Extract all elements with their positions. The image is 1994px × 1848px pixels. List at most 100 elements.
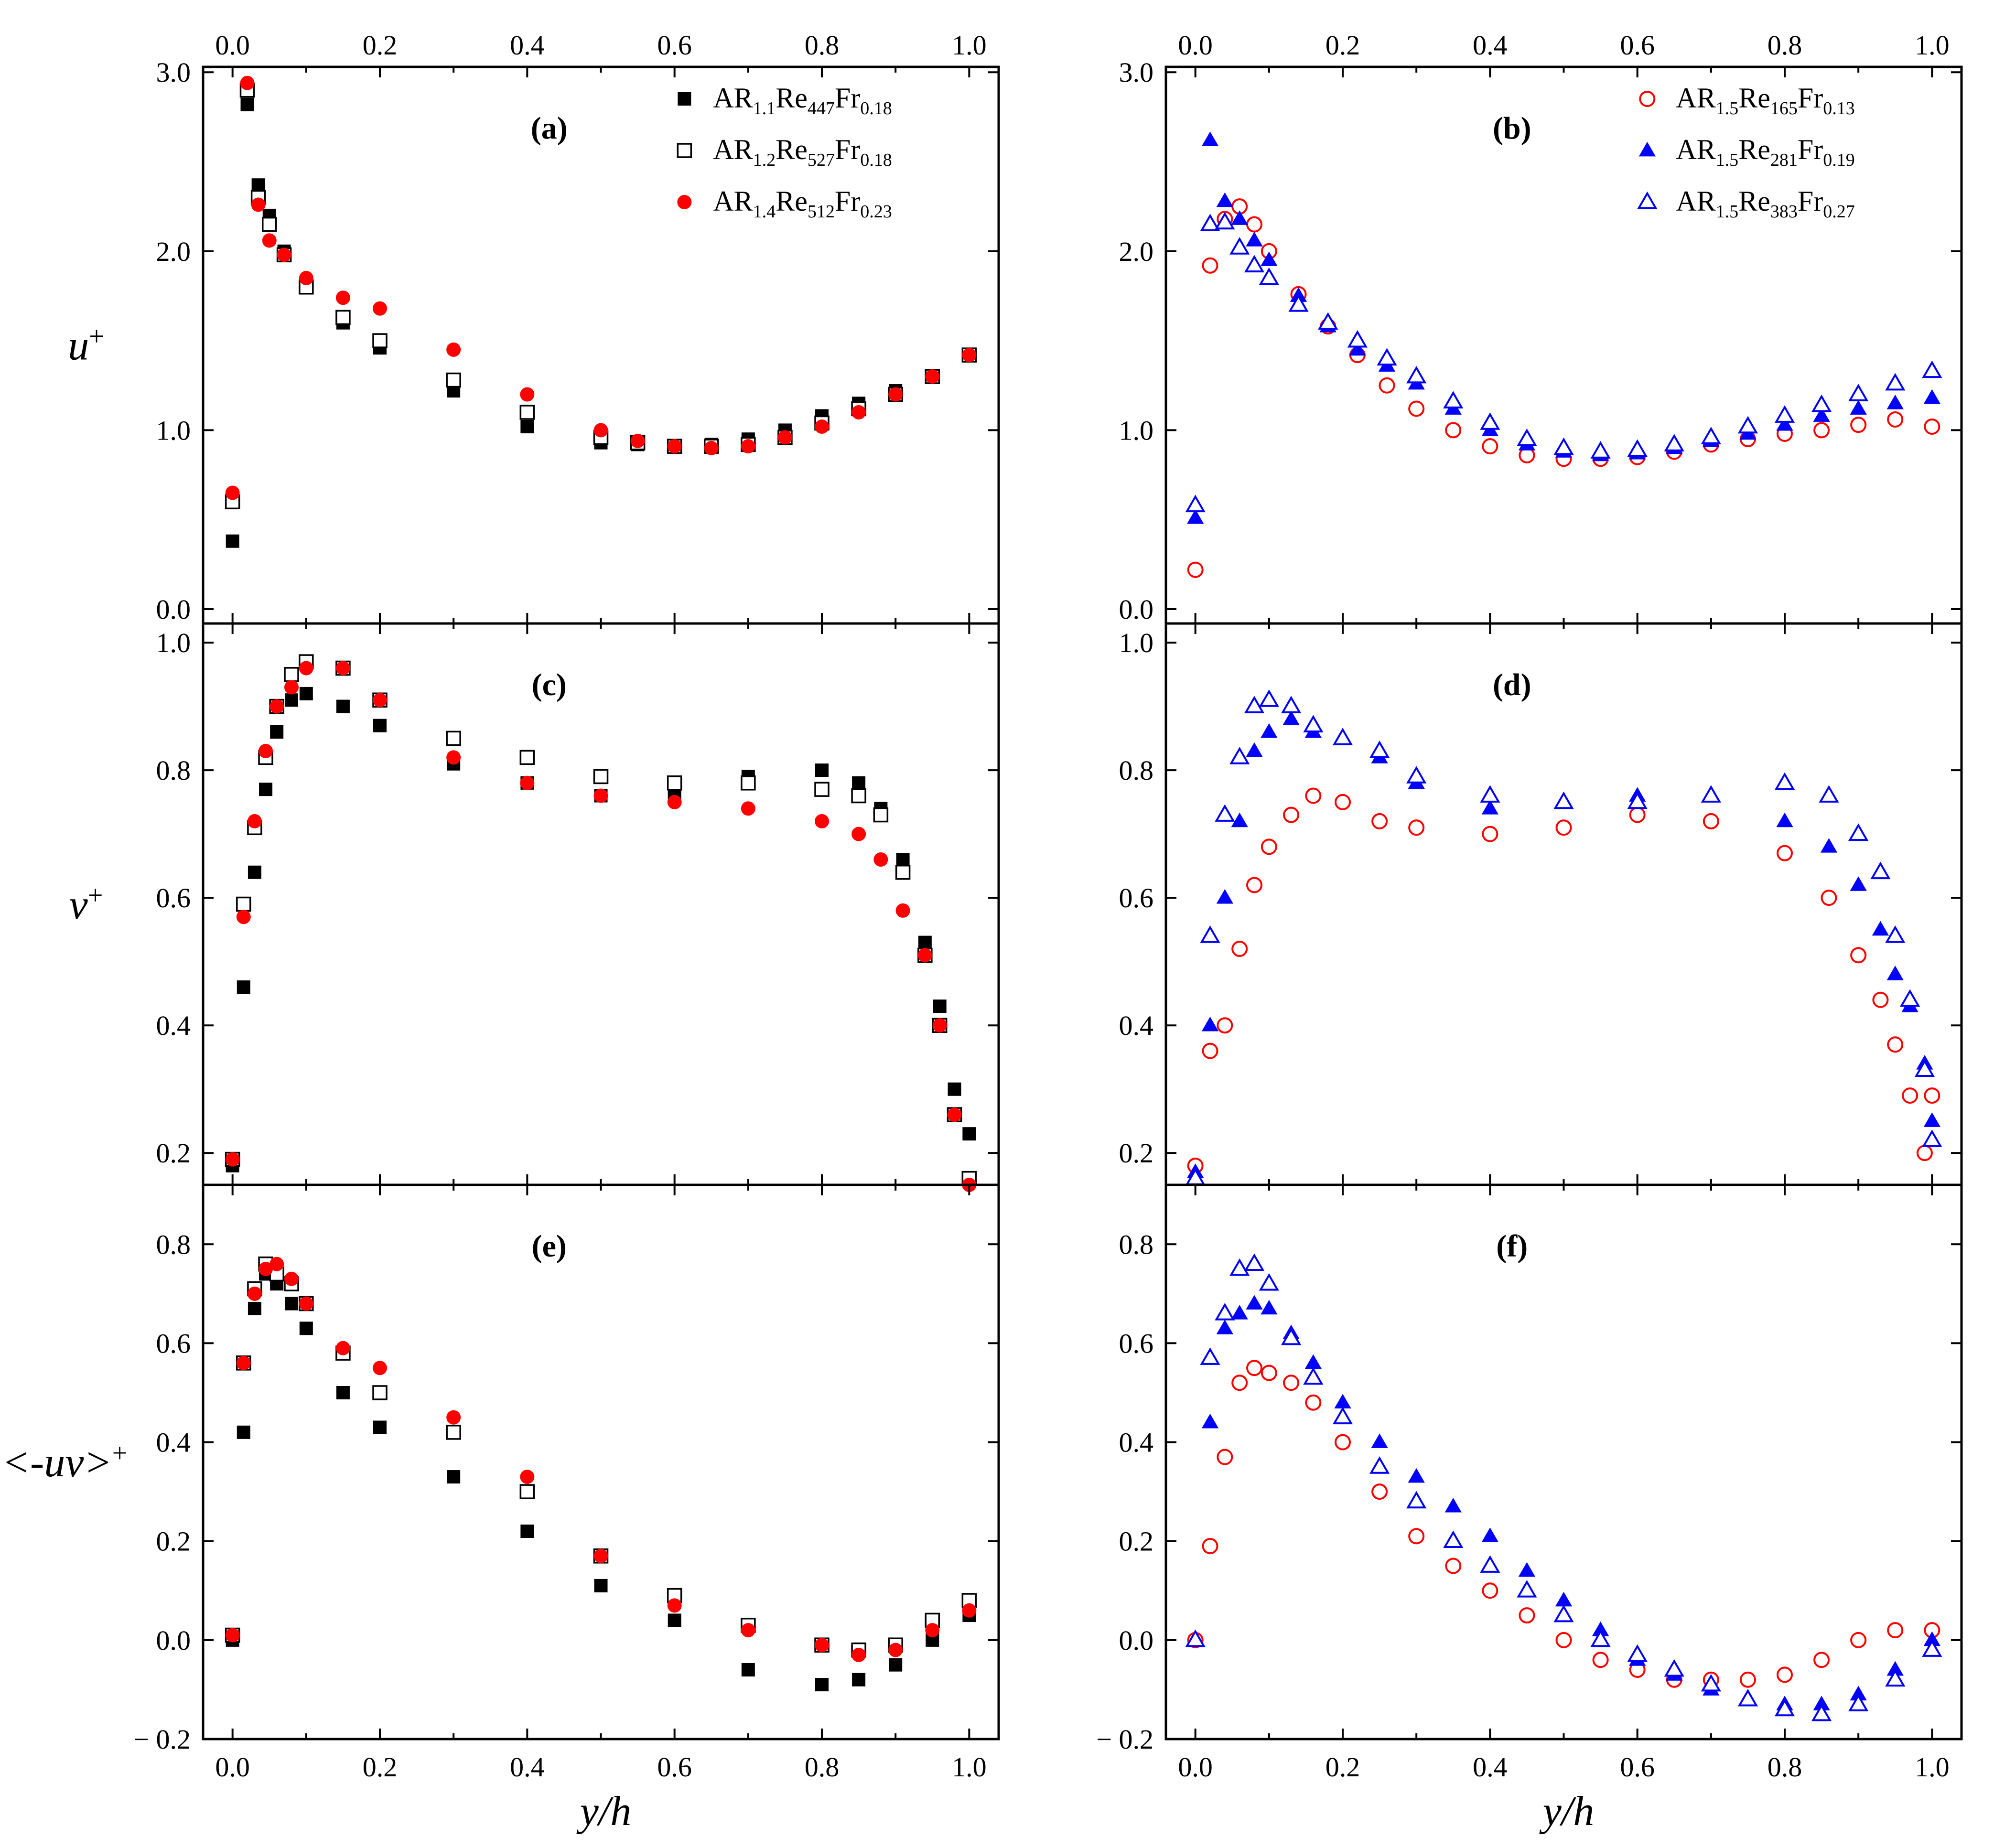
data-point: [1215, 212, 1235, 230]
x-axis-label: y/h: [576, 1788, 632, 1835]
data-point: [1519, 1607, 1535, 1624]
data-point: [1922, 1639, 1942, 1657]
series-ar14: [225, 661, 977, 1192]
data-point: [1886, 966, 1904, 980]
data-point: [1231, 940, 1248, 957]
legend-marker-ar12: [677, 143, 692, 158]
y-tick-label: 0.4: [156, 1427, 191, 1458]
data-point: [1924, 418, 1940, 435]
x-tick-label: 1.0: [952, 1751, 987, 1783]
legend-label-part: AR: [1676, 82, 1715, 114]
data-point: [1246, 232, 1263, 247]
data-point: [1701, 1674, 1721, 1692]
data-point: [1261, 838, 1277, 855]
data-point: [1627, 791, 1648, 809]
data-point: [1848, 823, 1869, 841]
x-tick-label-top: 0.2: [1326, 30, 1360, 61]
y-axis-label: u+: [68, 322, 104, 369]
data-point: [1334, 1394, 1351, 1409]
data-point: [520, 1470, 535, 1484]
legend-label-part: Re: [776, 134, 808, 165]
data-point: [1886, 395, 1904, 409]
data-point: [1848, 1694, 1869, 1711]
legend-label-part: Fr: [1798, 185, 1823, 217]
data-point: [373, 301, 387, 316]
x-tick-label-top: 0.8: [1768, 30, 1802, 61]
data-point: [667, 775, 682, 791]
data-point: [948, 1082, 961, 1096]
data-point: [889, 1658, 903, 1672]
data-point: [1201, 131, 1219, 146]
data-point: [815, 1638, 829, 1653]
data-point: [1737, 1688, 1758, 1707]
x-tick-label-top: 0.2: [363, 30, 398, 61]
y-axis-label: v+: [69, 881, 103, 928]
x-tick-label-top: 0.4: [1473, 30, 1508, 61]
data-point: [1288, 294, 1309, 312]
x-tick-label-top: 0.6: [657, 30, 692, 61]
data-point: [1332, 728, 1353, 745]
data-point: [1850, 417, 1867, 433]
y-axis-label-sup: +: [89, 322, 104, 352]
data-point: [1335, 794, 1351, 810]
legend-label-ar15b: AR1.5Re281Fr0.19: [1676, 134, 1854, 170]
data-point: [1774, 772, 1795, 790]
data-point: [933, 999, 947, 1013]
data-point: [1590, 441, 1611, 459]
data-point: [925, 369, 940, 384]
data-point: [1318, 312, 1338, 330]
data-point: [284, 667, 299, 682]
data-point: [520, 1525, 534, 1538]
x-tick-label: 0.2: [363, 1751, 398, 1783]
data-point: [1885, 373, 1906, 391]
data-point: [446, 342, 461, 357]
x-tick-label-top: 1.0: [952, 30, 987, 61]
data-point: [1813, 1696, 1830, 1710]
data-point: [1229, 237, 1250, 255]
x-tick-label: 0.8: [805, 1751, 840, 1783]
legend-label-part: Re: [776, 82, 808, 114]
legend-label-ar11: AR1.1Re447Fr0.18: [713, 82, 892, 118]
data-point: [1872, 991, 1889, 1008]
y-axis-label-sup: +: [88, 881, 103, 911]
data-point: [917, 948, 932, 963]
data-point: [873, 852, 888, 867]
data-point: [1200, 1347, 1220, 1365]
data-point: [1870, 861, 1891, 880]
data-point: [1216, 1320, 1233, 1334]
data-point: [269, 699, 284, 714]
plot-frame: [202, 1183, 1000, 1741]
x-tick-label: 0.2: [1326, 1751, 1360, 1783]
y-tick-label: 2.0: [156, 236, 191, 267]
data-point: [519, 405, 535, 420]
data-point: [1553, 437, 1574, 455]
data-point: [1377, 348, 1397, 365]
data-point: [236, 896, 251, 912]
y-tick-label: 0.2: [1119, 1526, 1154, 1557]
y-tick-label: 0.8: [156, 755, 191, 786]
data-point: [1259, 267, 1279, 285]
data-point: [1923, 1631, 1940, 1646]
data-point: [1850, 947, 1867, 964]
legend-label-part: Re: [1738, 82, 1770, 114]
data-point: [1664, 434, 1684, 451]
data-point: [1246, 877, 1262, 893]
data-point: [247, 814, 262, 828]
x-tick-label-top: 0.4: [510, 30, 545, 61]
legend-label-part: Fr: [1798, 82, 1823, 114]
data-point: [741, 1663, 755, 1676]
panel-label: (f): [1496, 1229, 1528, 1264]
data-point: [372, 1385, 388, 1400]
data-point: [1480, 785, 1500, 803]
y-tick-label: 0.6: [156, 1328, 191, 1359]
y-tick-label: 1.0: [1119, 415, 1154, 446]
data-point: [270, 725, 284, 739]
x-tick-label-top: 1.0: [1915, 30, 1950, 61]
data-point: [630, 433, 645, 448]
data-point: [1304, 1354, 1322, 1369]
panel-e: 0.0 0.2 0.4 0.6 0.8 1.0 − 0.2 0.0 0.2 0.4 0.6 0.8 (e…: [2, 1183, 1000, 1783]
data-point: [520, 775, 535, 790]
data-point: [1259, 1273, 1279, 1291]
data-point: [1187, 561, 1204, 578]
data-point: [1914, 1059, 1935, 1077]
